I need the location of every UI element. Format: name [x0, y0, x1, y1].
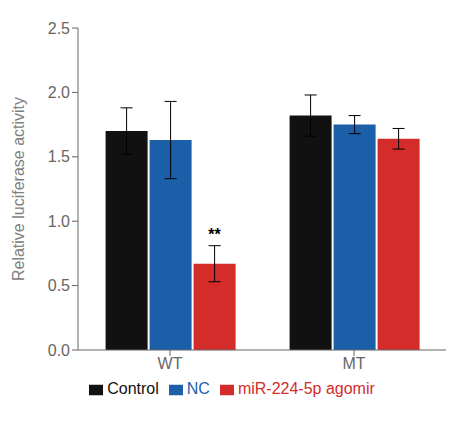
- svg-text:2.5: 2.5: [48, 20, 70, 37]
- html-text:NC: NC: [186, 380, 210, 397]
- svg-text:0.0: 0.0: [48, 342, 70, 359]
- html-text:Control: Control: [107, 380, 159, 397]
- svg-text:0.5: 0.5: [48, 277, 70, 294]
- svg-text:1.5: 1.5: [48, 148, 70, 165]
- svg-text:**: **: [208, 226, 221, 243]
- html-text:miR-224-5p agomir: miR-224-5p agomir: [237, 380, 375, 397]
- svg-text:1.0: 1.0: [48, 213, 70, 230]
- svg-text:WT: WT: [158, 355, 183, 372]
- svg-text:MT: MT: [342, 355, 365, 372]
- svg-text:Relative luciferase activity: Relative luciferase activity: [10, 97, 27, 281]
- svg-text:2.0: 2.0: [48, 84, 70, 101]
